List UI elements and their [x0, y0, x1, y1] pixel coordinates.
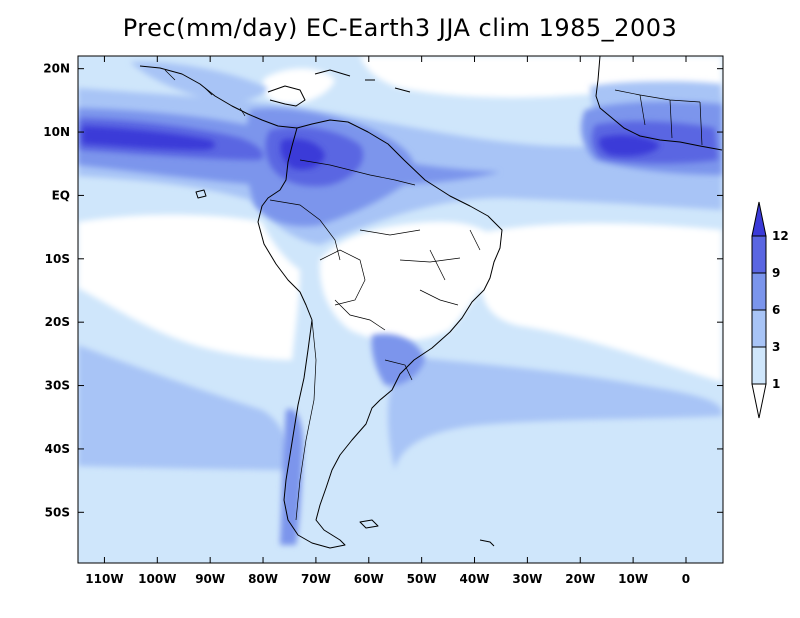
level-3-south-pacific-band: [78, 345, 292, 470]
level-12-pacific-max: [82, 126, 216, 150]
colorbar-max-triangle: [751, 201, 767, 237]
level-3-south-atlantic-band: [388, 356, 722, 470]
dry-region-caribbean: [262, 68, 335, 105]
lon-tick-label: 70W: [301, 572, 331, 586]
lon-tick-label: 30W: [512, 572, 542, 586]
level-6-southern-brazil: [371, 333, 425, 386]
colorbar: 1 3 6 9 12: [751, 201, 789, 419]
border-paraguay-argentina: [334, 299, 386, 331]
colorbar-label: 12: [772, 229, 789, 243]
coastlines: [139, 56, 723, 549]
colorbar-min-triangle: [751, 383, 767, 419]
border-uruguay: [384, 359, 413, 381]
lon-tick-label: 60W: [354, 572, 384, 586]
lon-tick-label: 90W: [195, 572, 225, 586]
colorbar-swatch: [751, 235, 767, 274]
colorbar-label: 6: [772, 303, 780, 317]
map-frame: [77, 55, 724, 564]
colorbar-label: 3: [772, 340, 780, 354]
coastline-south-america: [257, 119, 503, 549]
lon-tick-label: 100W: [138, 572, 176, 586]
lat-tick-label: 20S: [45, 315, 70, 329]
lat-tick-label: EQ: [52, 188, 70, 202]
lon-tick-label: 50W: [407, 572, 437, 586]
border-central-america: [164, 69, 246, 117]
dry-regions: [78, 56, 722, 382]
latitude-ticks: 20N 10N EQ 10S 20S 30S 40S 50S: [43, 62, 723, 519]
coastline-falklands: [359, 519, 379, 529]
lat-tick-label: 50S: [45, 505, 70, 519]
border-west-africa: [614, 89, 703, 146]
coastline-cuba-antilles: [314, 69, 411, 93]
map-title: Prec(mm/day) EC-Earth3 JJA clim 1985_200…: [122, 14, 678, 42]
colorbar-swatch: [751, 346, 767, 385]
border-peru-brazil: [269, 199, 341, 261]
lat-tick-label: 10S: [45, 252, 70, 266]
country-borders: [164, 69, 703, 521]
coastline-central-america: [139, 65, 306, 129]
colorbar-label: 9: [772, 266, 780, 280]
colorbar-label: 1: [772, 377, 780, 391]
border-bolivia: [319, 249, 366, 306]
longitude-ticks: 110W 100W 90W 80W 70W 60W 50W 40W 30W 20W 10W 0: [85, 56, 690, 586]
lat-tick-label: 20N: [43, 62, 70, 76]
coastline-west-africa: [595, 56, 723, 151]
lon-tick-label: 10W: [618, 572, 648, 586]
map-area: [78, 56, 723, 563]
dry-region-south-atlantic: [481, 223, 722, 382]
lon-tick-label: 80W: [248, 572, 278, 586]
dry-region-brazil: [319, 221, 500, 342]
border-northern-andes: [299, 159, 416, 186]
dry-region-southeast-pacific: [78, 214, 300, 360]
level-3-central-america: [130, 61, 268, 102]
lon-tick-label: 110W: [85, 572, 123, 586]
level-12-africa-max: [599, 135, 660, 157]
lon-tick-label: 0: [682, 572, 690, 586]
colorbar-swatch: [751, 309, 767, 348]
border-brazil-states: [359, 229, 481, 306]
border-chile-argentina: [295, 319, 317, 521]
lon-tick-label: 20W: [565, 572, 595, 586]
coastline-galapagos: [195, 189, 207, 199]
colorbar-swatch: [751, 272, 767, 311]
lat-tick-label: 30S: [45, 379, 70, 393]
lat-tick-label: 10N: [43, 125, 70, 139]
lon-tick-label: 40W: [460, 572, 490, 586]
lat-tick-label: 40S: [45, 442, 70, 456]
coastline-south-georgia: [479, 539, 495, 547]
